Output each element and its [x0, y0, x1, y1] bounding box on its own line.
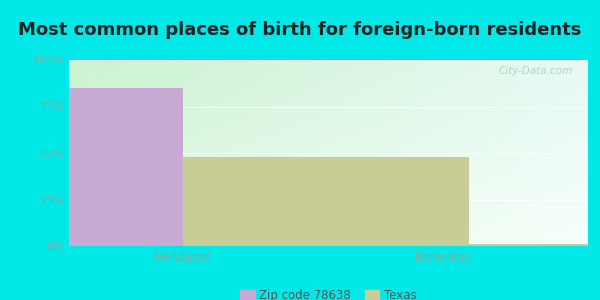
Bar	[183, 157, 469, 246]
Text: Most common places of birth for foreign-born residents: Most common places of birth for foreign-…	[19, 21, 581, 39]
Bar	[0, 88, 183, 246]
Bar	[157, 227, 443, 246]
Legend: Zip code 78638, Texas: Zip code 78638, Texas	[236, 285, 421, 300]
Bar	[443, 244, 600, 246]
Text: City-Data.com: City-Data.com	[499, 66, 572, 76]
